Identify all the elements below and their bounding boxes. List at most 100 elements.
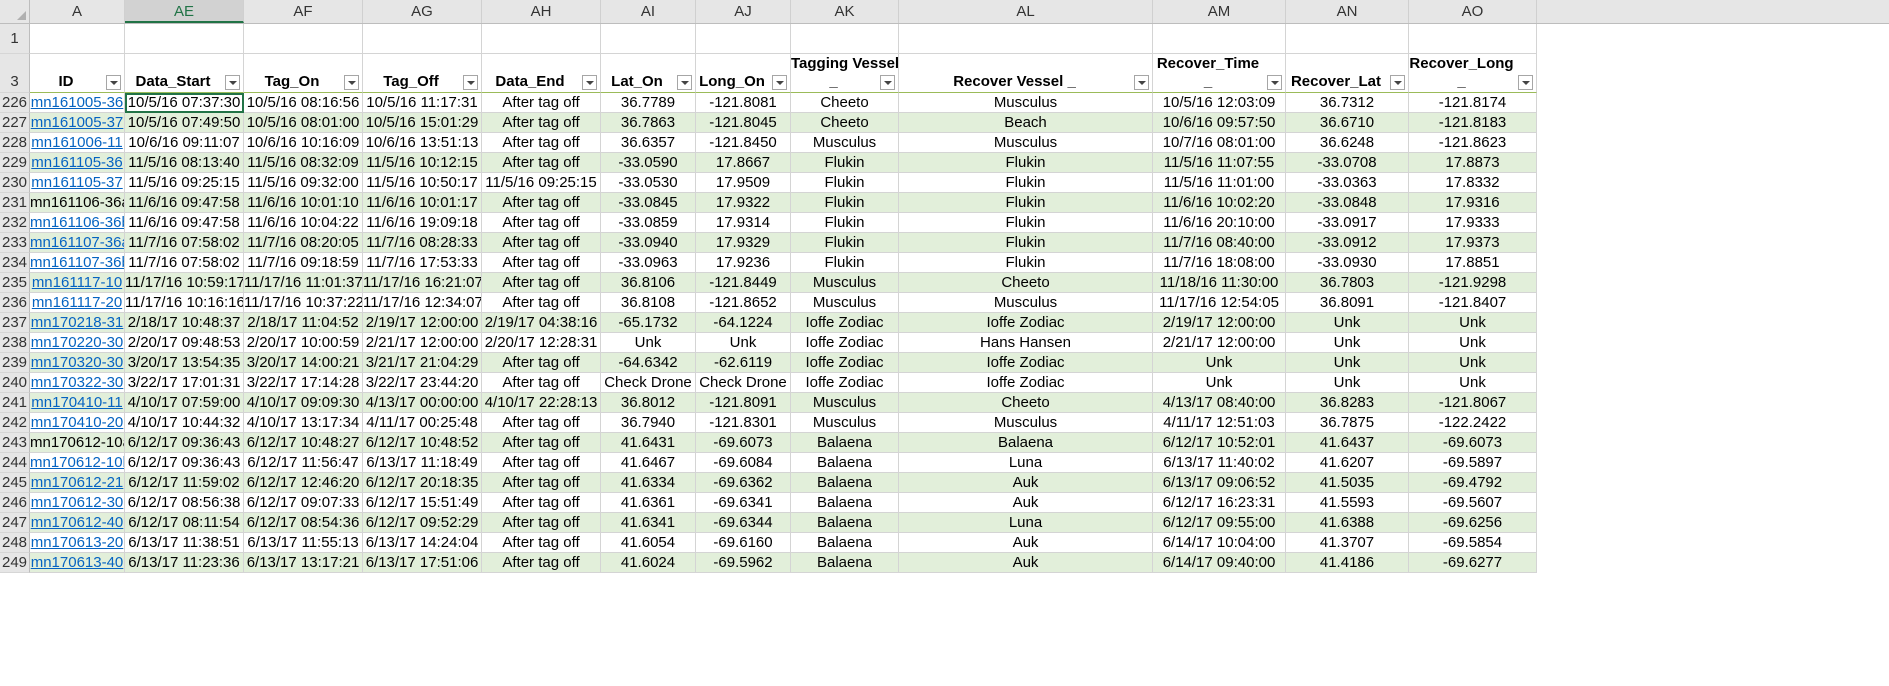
cell[interactable]: 10/5/16 07:37:30 [125,93,244,113]
cell[interactable]: -69.6073 [1409,433,1537,453]
column-heading[interactable]: Tagging Vessel _ [791,54,899,93]
row-number[interactable]: 249 [0,553,30,573]
filter-dropdown-icon[interactable] [677,75,692,90]
cell[interactable]: After tag off [482,373,601,393]
cell[interactable]: Auk [899,533,1153,553]
cell[interactable]: 17.8667 [696,153,791,173]
cell[interactable]: -62.6119 [696,353,791,373]
cell[interactable]: Balaena [791,473,899,493]
cell[interactable]: 11/6/16 09:47:58 [125,213,244,233]
cell[interactable]: 36.8108 [601,293,696,313]
cell[interactable]: 36.6357 [601,133,696,153]
cell[interactable]: 6/13/17 11:23:36 [125,553,244,573]
cell[interactable]: 11/5/16 10:12:15 [363,153,482,173]
cell[interactable]: Ioffe Zodiac [791,373,899,393]
cell[interactable]: 2/18/17 10:48:37 [125,313,244,333]
cell[interactable]: 10/6/16 10:16:09 [244,133,363,153]
cell[interactable]: -69.5897 [1409,453,1537,473]
cell[interactable]: 17.8851 [1409,253,1537,273]
cell[interactable]: 2/21/17 12:00:00 [363,333,482,353]
row-number[interactable]: 231 [0,193,30,213]
cell[interactable]: 3/22/17 23:44:20 [363,373,482,393]
id-link-cell[interactable]: mn170410-20 [30,413,125,433]
cell[interactable]: Musculus [791,133,899,153]
id-link-cell[interactable]: mn161106-36b [30,213,125,233]
cell[interactable]: 4/10/17 10:44:32 [125,413,244,433]
cell[interactable]: 17.9322 [696,193,791,213]
cell[interactable]: 36.8283 [1286,393,1409,413]
cell[interactable]: -33.0917 [1286,213,1409,233]
cell[interactable]: 10/5/16 15:01:29 [363,113,482,133]
cell[interactable]: 4/11/17 12:51:03 [1153,413,1286,433]
cell[interactable]: 2/20/17 12:28:31 [482,333,601,353]
cell[interactable]: 11/5/16 09:32:00 [244,173,363,193]
cell[interactable]: -121.9298 [1409,273,1537,293]
id-link-cell[interactable]: mn161105-36 [30,153,125,173]
cell[interactable]: Cheeto [791,113,899,133]
cell[interactable]: After tag off [482,553,601,573]
cell[interactable]: -121.8045 [696,113,791,133]
cell[interactable]: 6/12/17 12:46:20 [244,473,363,493]
id-link-cell[interactable]: mn161117-10 [30,273,125,293]
cell[interactable]: -33.0530 [601,173,696,193]
cell[interactable]: 11/7/16 17:53:33 [363,253,482,273]
cell[interactable]: After tag off [482,493,601,513]
cell[interactable]: 11/5/16 11:01:00 [1153,173,1286,193]
filter-dropdown-icon[interactable] [1518,75,1533,90]
cell[interactable]: 6/12/17 08:54:36 [244,513,363,533]
cell[interactable]: 17.9314 [696,213,791,233]
id-link-cell[interactable]: mn161005-37 [30,113,125,133]
cell[interactable]: After tag off [482,533,601,553]
cell[interactable]: -65.1732 [601,313,696,333]
cell[interactable]: Balaena [791,453,899,473]
cell[interactable]: Flukin [899,213,1153,233]
cell[interactable]: 11/18/16 11:30:00 [1153,273,1286,293]
cell[interactable]: Unk [1286,333,1409,353]
cell[interactable]: Unk [1286,373,1409,393]
cell[interactable]: 11/5/16 08:13:40 [125,153,244,173]
cell[interactable]: -69.6084 [696,453,791,473]
column-header-ao[interactable]: AO [1409,0,1537,23]
cell[interactable] [244,24,363,54]
cell[interactable]: -121.8652 [696,293,791,313]
column-header-ah[interactable]: AH [482,0,601,23]
cell[interactable]: 6/13/17 13:17:21 [244,553,363,573]
cell[interactable]: 11/7/16 07:58:02 [125,233,244,253]
cell[interactable]: 36.8091 [1286,293,1409,313]
row-number[interactable]: 248 [0,533,30,553]
cell[interactable]: 6/13/17 11:55:13 [244,533,363,553]
cell[interactable]: After tag off [482,413,601,433]
cell[interactable]: 6/12/17 15:51:49 [363,493,482,513]
cell[interactable]: 3/22/17 17:01:31 [125,373,244,393]
cell[interactable]: 41.6024 [601,553,696,573]
cell[interactable]: 6/14/17 10:04:00 [1153,533,1286,553]
cell[interactable]: 41.4186 [1286,553,1409,573]
row-number[interactable]: 229 [0,153,30,173]
cell[interactable]: 6/12/17 10:48:27 [244,433,363,453]
cell[interactable]: -33.0848 [1286,193,1409,213]
cell[interactable]: 41.6054 [601,533,696,553]
cell[interactable]: 41.6388 [1286,513,1409,533]
cell[interactable]: Unk [1409,353,1537,373]
cell[interactable]: 11/7/16 07:58:02 [125,253,244,273]
cell[interactable]: 41.6341 [601,513,696,533]
column-header-ak[interactable]: AK [791,0,899,23]
cell[interactable]: Musculus [899,93,1153,113]
cell[interactable]: 11/6/16 10:01:10 [244,193,363,213]
cell[interactable]: Ioffe Zodiac [899,373,1153,393]
cell[interactable]: 10/5/16 07:49:50 [125,113,244,133]
cell[interactable]: Auk [899,493,1153,513]
cell[interactable]: Flukin [791,193,899,213]
filter-dropdown-icon[interactable] [582,75,597,90]
id-link-cell[interactable]: mn170320-30 [30,353,125,373]
cell[interactable]: 41.6437 [1286,433,1409,453]
cell[interactable]: Balaena [791,533,899,553]
cell[interactable]: 3/21/17 21:04:29 [363,353,482,373]
cell[interactable]: -121.8081 [696,93,791,113]
id-cell[interactable]: mn161106-36a [30,193,125,213]
row-number[interactable]: 226 [0,93,30,113]
cell[interactable]: -69.6344 [696,513,791,533]
cell[interactable]: After tag off [482,353,601,373]
filter-dropdown-icon[interactable] [106,75,121,90]
